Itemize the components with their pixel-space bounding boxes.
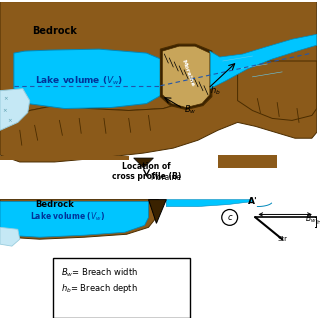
Polygon shape [0, 200, 158, 239]
Circle shape [222, 210, 238, 225]
Polygon shape [218, 155, 277, 168]
Polygon shape [0, 2, 317, 165]
Text: $B_w$: $B_w$ [305, 212, 317, 225]
Polygon shape [0, 2, 317, 118]
Polygon shape [0, 202, 148, 237]
Polygon shape [134, 158, 154, 168]
Text: Lake volume ($V_w$): Lake volume ($V_w$) [35, 75, 123, 87]
Text: c: c [228, 213, 232, 222]
Text: $h_b$: $h_b$ [210, 84, 221, 97]
Polygon shape [0, 156, 129, 160]
Text: Moraine: Moraine [181, 59, 196, 87]
Text: ×: × [8, 118, 12, 124]
Polygon shape [160, 44, 212, 109]
Polygon shape [0, 227, 20, 246]
Text: Bedrock: Bedrock [32, 26, 77, 36]
Polygon shape [0, 200, 198, 259]
Polygon shape [162, 46, 210, 108]
Text: h: h [317, 220, 320, 225]
Polygon shape [148, 200, 166, 223]
Text: ×: × [4, 97, 8, 101]
Polygon shape [166, 200, 252, 206]
Text: Moraine: Moraine [150, 173, 181, 182]
Polygon shape [0, 73, 317, 162]
Text: $B_w$: $B_w$ [184, 103, 197, 116]
Polygon shape [210, 34, 317, 89]
Polygon shape [14, 49, 165, 108]
Text: Lake volume ($V_w$): Lake volume ($V_w$) [30, 210, 105, 223]
FancyBboxPatch shape [53, 258, 189, 318]
Polygon shape [238, 61, 317, 120]
Text: Bedrock: Bedrock [35, 200, 74, 209]
Text: Str: Str [277, 236, 287, 242]
Text: $h_b$= Breach depth: $h_b$= Breach depth [61, 282, 138, 295]
Text: $B_w$= Breach width: $B_w$= Breach width [61, 267, 138, 279]
Text: ×: × [3, 108, 7, 114]
Polygon shape [0, 155, 317, 200]
Text: A': A' [248, 196, 257, 206]
Polygon shape [0, 89, 30, 130]
Text: Location of
cross profile (B): Location of cross profile (B) [112, 162, 181, 181]
